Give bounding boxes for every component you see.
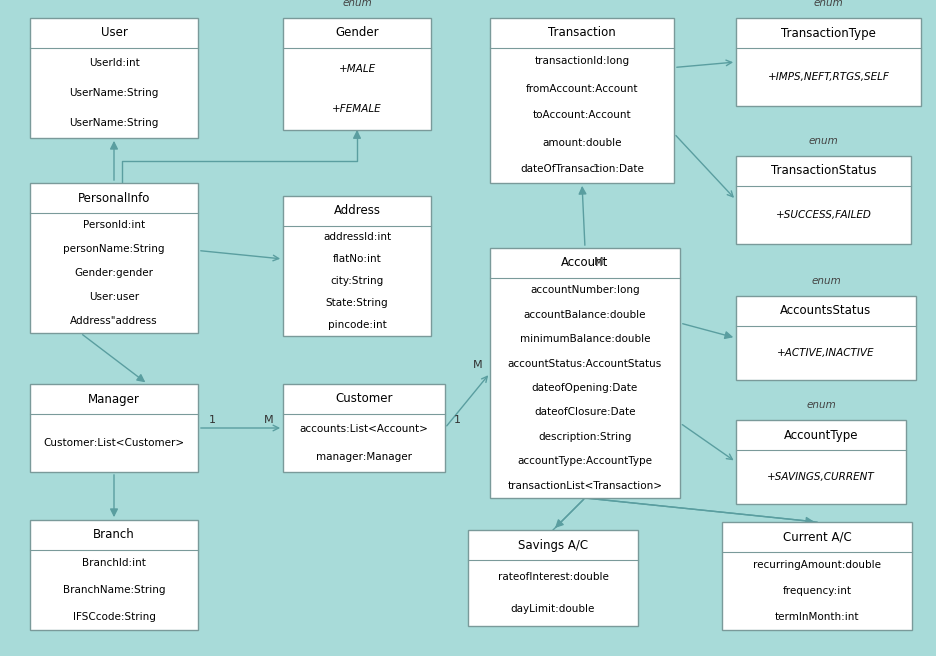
Text: accountType:AccountType: accountType:AccountType [518, 457, 652, 466]
Text: recurringAmount:double: recurringAmount:double [753, 560, 881, 570]
Text: dateofClosure:Date: dateofClosure:Date [534, 407, 636, 417]
Bar [736, 420, 906, 504]
Bar [490, 18, 674, 183]
Text: +SAVINGS,CURRENT: +SAVINGS,CURRENT [768, 472, 875, 482]
Text: manager:Manager: manager:Manager [316, 453, 412, 462]
Text: State:String: State:String [326, 298, 388, 308]
Bar [283, 18, 431, 130]
Bar [468, 530, 638, 626]
Text: transactionList<Transaction>: transactionList<Transaction> [507, 481, 663, 491]
Text: termInMonth:int: termInMonth:int [775, 612, 859, 622]
Text: accountBalance:double: accountBalance:double [524, 310, 646, 319]
Text: M: M [264, 415, 274, 425]
Text: pincode:int: pincode:int [328, 320, 387, 330]
Text: enum: enum [343, 0, 372, 8]
Text: BranchName:String: BranchName:String [63, 585, 166, 595]
Text: enum: enum [813, 0, 843, 8]
Text: Branch: Branch [93, 529, 135, 541]
Text: enum: enum [809, 136, 839, 146]
Text: accountStatus:AccountStatus: accountStatus:AccountStatus [508, 359, 662, 369]
Text: enum: enum [806, 400, 836, 410]
Text: User: User [100, 26, 127, 39]
Text: description:String: description:String [538, 432, 632, 442]
Text: flatNo:int: flatNo:int [332, 254, 381, 264]
Text: accounts:List<Account>: accounts:List<Account> [300, 424, 429, 434]
Text: PersonalInfo: PersonalInfo [78, 192, 150, 205]
Bar [736, 296, 916, 380]
Text: personName:String: personName:String [64, 244, 165, 254]
Bar [722, 522, 912, 630]
Text: Customer:List<Customer>: Customer:List<Customer> [43, 438, 184, 448]
Text: Customer: Customer [335, 392, 393, 405]
Bar [30, 520, 198, 630]
Text: minimumBalance:double: minimumBalance:double [519, 334, 651, 344]
Text: +ACTIVE,INACTIVE: +ACTIVE,INACTIVE [777, 348, 875, 358]
Text: UserName:String: UserName:String [69, 118, 159, 128]
Text: addressId:int: addressId:int [323, 232, 391, 242]
Text: IFSCcode:String: IFSCcode:String [73, 611, 155, 622]
Text: Savings A/C: Savings A/C [518, 539, 588, 552]
Text: city:String: city:String [330, 276, 384, 286]
Text: dateofOpening:Date: dateofOpening:Date [532, 383, 638, 393]
Bar [736, 156, 911, 244]
Bar [30, 18, 198, 138]
Text: AccountType: AccountType [783, 428, 858, 441]
Text: TransactionStatus: TransactionStatus [770, 165, 876, 178]
Text: dateOfTransaction:Date: dateOfTransaction:Date [520, 165, 644, 174]
Text: +FEMALE: +FEMALE [332, 104, 382, 115]
Text: Transaction: Transaction [548, 26, 616, 39]
Text: enum: enum [812, 276, 841, 286]
Text: toAccount:Account: toAccount:Account [533, 110, 631, 121]
Text: +MALE: +MALE [339, 64, 375, 73]
Text: amount:double: amount:double [542, 138, 622, 148]
Text: fromAccount:Account: fromAccount:Account [526, 83, 638, 94]
Text: Account: Account [562, 256, 608, 270]
Text: Address"address: Address"address [70, 316, 158, 326]
Text: +SUCCESS,FAILED: +SUCCESS,FAILED [776, 210, 871, 220]
Text: Gender:gender: Gender:gender [75, 268, 154, 278]
Text: rateofInterest:double: rateofInterest:double [498, 571, 608, 581]
Text: AccountsStatus: AccountsStatus [781, 304, 871, 318]
Text: TransactionType: TransactionType [781, 26, 876, 39]
Text: Gender: Gender [335, 26, 379, 39]
Text: frequency:int: frequency:int [782, 586, 852, 596]
Text: M: M [594, 257, 604, 267]
Text: PersonId:int: PersonId:int [83, 220, 145, 230]
Text: Current A/C: Current A/C [782, 531, 852, 544]
Text: 1: 1 [454, 415, 461, 425]
Text: UserId:int: UserId:int [89, 58, 139, 68]
Text: 1: 1 [209, 415, 215, 425]
Bar [490, 248, 680, 498]
Text: User:user: User:user [89, 292, 139, 302]
Bar [736, 18, 921, 106]
Bar [30, 183, 198, 333]
Text: dayLimit:double: dayLimit:double [511, 604, 595, 615]
Text: UserName:String: UserName:String [69, 88, 159, 98]
Text: Address: Address [333, 205, 381, 218]
Bar [283, 384, 445, 472]
Text: accountNumber:long: accountNumber:long [530, 285, 640, 295]
Bar [283, 196, 431, 336]
Text: M: M [474, 360, 483, 370]
Text: transactionId:long: transactionId:long [534, 56, 630, 66]
Text: BranchId:int: BranchId:int [82, 558, 146, 568]
Bar [30, 384, 198, 472]
Text: +IMPS,NEFT,RTGS,SELF: +IMPS,NEFT,RTGS,SELF [768, 72, 889, 82]
Text: 1: 1 [592, 164, 599, 174]
Text: Manager: Manager [88, 392, 140, 405]
